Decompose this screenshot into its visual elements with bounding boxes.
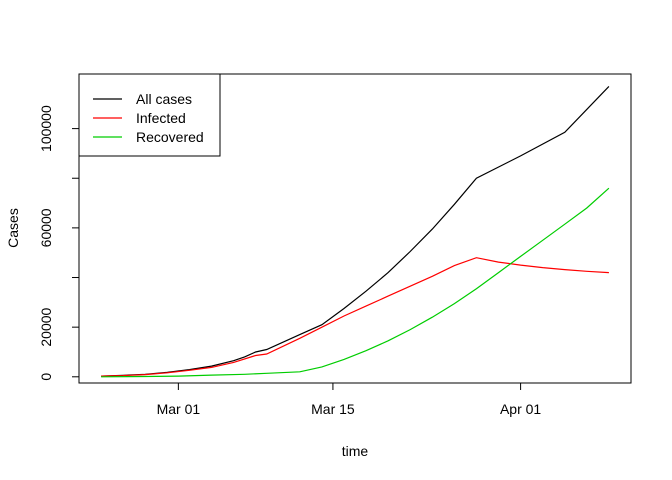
series-line-2 [101, 257, 609, 377]
legend-label: Infected [136, 110, 186, 126]
y-tick-label: 60000 [38, 208, 54, 247]
legend-label: All cases [136, 91, 192, 107]
x-tick-label: Mar 01 [157, 401, 201, 417]
legend: All cases Infected Recovered [78, 73, 221, 157]
y-tick-label: 0 [38, 373, 54, 381]
y-axis-title: Cases [5, 208, 21, 248]
legend-box [78, 73, 221, 157]
x-axis: Mar 01 Mar 15 Apr 01 [157, 382, 541, 417]
x-tick-label: Mar 15 [311, 401, 355, 417]
y-axis: 0 20000 60000 100000 [38, 105, 80, 381]
y-tick-label: 20000 [38, 307, 54, 346]
y-tick-label: 100000 [38, 105, 54, 152]
series-layer [101, 85, 610, 378]
x-axis-title: time [342, 443, 369, 459]
legend-label: Recovered [136, 129, 204, 145]
x-tick-label: Apr 01 [500, 401, 541, 417]
series-line-3 [101, 187, 610, 378]
